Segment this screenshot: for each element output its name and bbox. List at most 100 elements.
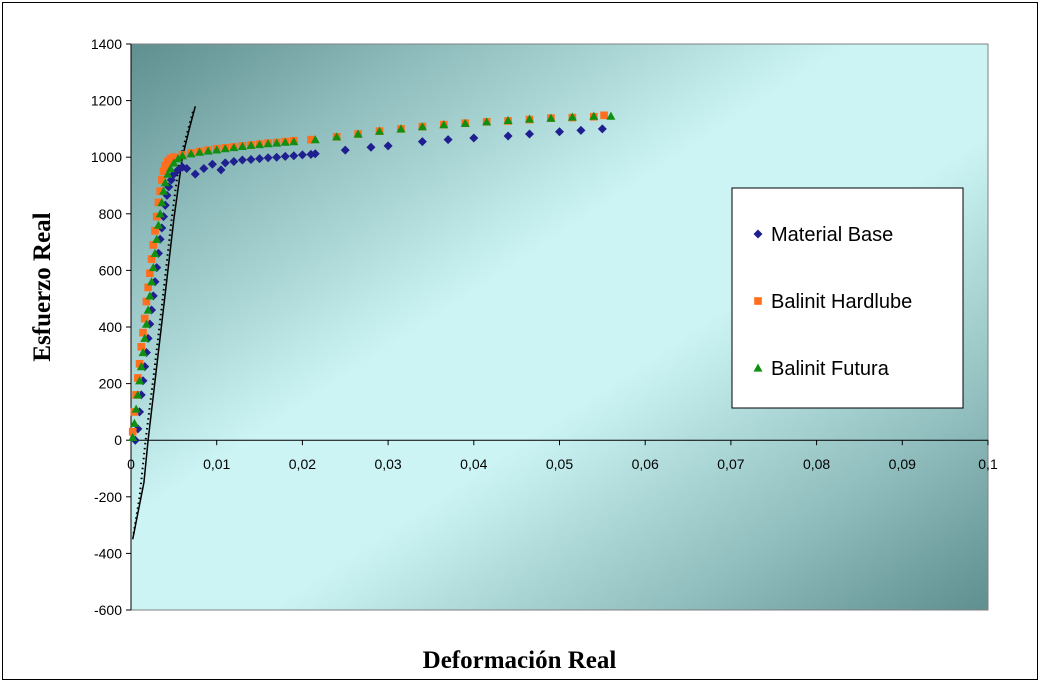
legend-label: Balinit Hardlube xyxy=(771,291,912,313)
data-point-triangle xyxy=(143,305,153,314)
data-point-square xyxy=(134,374,142,382)
data-point-triangle xyxy=(203,146,213,155)
x-tick-labels: 0 0,01 0,02 0,03 0,04 0,05 0,06 0,07 0,08 0,09 0,1 xyxy=(127,440,998,472)
y-tick-label: 1400 xyxy=(91,36,122,52)
data-point-triangle xyxy=(417,122,427,131)
data-point-square xyxy=(128,427,137,436)
data-point-triangle xyxy=(128,432,138,441)
data-point-square xyxy=(154,198,163,207)
data-point-triangle xyxy=(272,138,282,147)
data-point-triangle xyxy=(439,120,449,129)
y-tick-label: 400 xyxy=(99,319,123,335)
data-point-square xyxy=(151,226,159,235)
data-point-diamond xyxy=(237,155,247,165)
data-point-diamond xyxy=(199,164,209,174)
data-point-square xyxy=(144,283,152,292)
data-point-diamond xyxy=(417,137,427,147)
data-point-diamond xyxy=(383,141,393,151)
data-point-diamond xyxy=(340,145,350,155)
data-point-diamond xyxy=(297,150,307,160)
data-point-diamond xyxy=(443,135,453,145)
legend-marker-square xyxy=(754,297,762,305)
data-point-triangle xyxy=(460,118,470,127)
data-point-triangle xyxy=(503,115,513,125)
data-point-triangle xyxy=(165,164,175,173)
data-point-square xyxy=(170,153,178,162)
legend: Material Base Balinit Hardlube Balinit Fut… xyxy=(731,187,964,409)
legend-label: Material Base xyxy=(771,224,893,246)
data-point-triangle xyxy=(148,263,158,272)
reference-lines xyxy=(131,106,197,540)
data-point-diamond xyxy=(555,127,564,137)
data-point-diamond xyxy=(469,133,479,143)
data-point-triangle xyxy=(177,151,187,160)
data-point-triangle xyxy=(375,126,385,135)
x-tick-label: 0,02 xyxy=(289,456,316,472)
data-point-diamond xyxy=(182,164,192,174)
data-point-triangle xyxy=(186,149,196,158)
y-tick-labels: 1400 1200 1000 800 600 400 200 0 -200 -400 -600 xyxy=(91,36,131,618)
data-point-square xyxy=(149,241,158,249)
data-point-triangle xyxy=(606,111,616,120)
y-tick-label: 600 xyxy=(99,262,123,278)
data-point-triangle xyxy=(153,220,163,229)
data-point-square xyxy=(139,328,147,337)
data-point-triangle xyxy=(131,404,141,413)
data-point-square xyxy=(307,135,315,144)
data-point-triangle xyxy=(289,137,299,146)
y-tick-label: 200 xyxy=(99,376,123,392)
reference-line-dotted xyxy=(132,108,195,534)
data-point-triangle xyxy=(163,169,173,178)
series-triangle xyxy=(128,111,616,441)
data-point-square xyxy=(156,187,164,195)
data-point-triangle xyxy=(173,154,183,163)
data-point-diamond xyxy=(597,124,607,134)
data-point-square xyxy=(159,167,168,176)
y-tick-label: 0 xyxy=(114,432,122,448)
y-tick-label: -400 xyxy=(94,545,122,561)
reference-line-solid xyxy=(131,106,197,540)
data-point-triangle xyxy=(145,291,155,300)
data-point-diamond xyxy=(366,142,376,152)
data-point-square xyxy=(161,161,170,170)
data-point-triangle xyxy=(246,140,256,149)
data-point-diamond xyxy=(207,159,217,169)
data-point-triangle xyxy=(255,139,265,149)
data-point-triangle xyxy=(229,143,239,152)
x-tick-label: 0 xyxy=(127,456,135,472)
data-point-triangle xyxy=(263,139,273,148)
x-tick-label: 0,05 xyxy=(546,456,573,472)
data-point-triangle xyxy=(157,197,167,207)
y-tick-label: -600 xyxy=(94,602,122,618)
y-tick-label: -200 xyxy=(94,489,122,505)
data-point-diamond xyxy=(272,152,282,162)
data-point-triangle xyxy=(482,117,492,126)
data-point-diamond xyxy=(289,151,299,161)
data-point-triangle xyxy=(212,145,222,154)
data-point-triangle xyxy=(133,390,143,399)
data-point-diamond xyxy=(576,125,586,135)
x-tick-label: 0,06 xyxy=(632,456,659,472)
legend-marker-triangle xyxy=(753,363,763,372)
x-tick-label: 0,08 xyxy=(803,456,830,472)
data-point-triangle xyxy=(567,112,577,121)
data-point-triangle xyxy=(155,209,165,218)
y-tick-label: 1000 xyxy=(91,149,122,165)
data-point-triangle xyxy=(310,135,320,144)
x-tick-label: 0,09 xyxy=(889,456,916,472)
data-point-diamond xyxy=(216,165,226,175)
data-point-triangle xyxy=(237,141,247,151)
data-point-diamond xyxy=(503,131,513,141)
data-point-triangle xyxy=(332,132,342,141)
series-diamond xyxy=(130,124,607,445)
data-point-triangle xyxy=(169,158,179,167)
data-point-diamond xyxy=(280,151,290,161)
data-point-triangle xyxy=(135,376,145,385)
data-point-triangle xyxy=(220,144,230,153)
data-point-diamond xyxy=(190,169,200,179)
data-point-triangle xyxy=(353,129,363,138)
data-point-square xyxy=(158,176,166,184)
legend-box xyxy=(731,187,964,409)
x-tick-label: 0,01 xyxy=(203,456,230,472)
data-point-diamond xyxy=(525,129,535,139)
